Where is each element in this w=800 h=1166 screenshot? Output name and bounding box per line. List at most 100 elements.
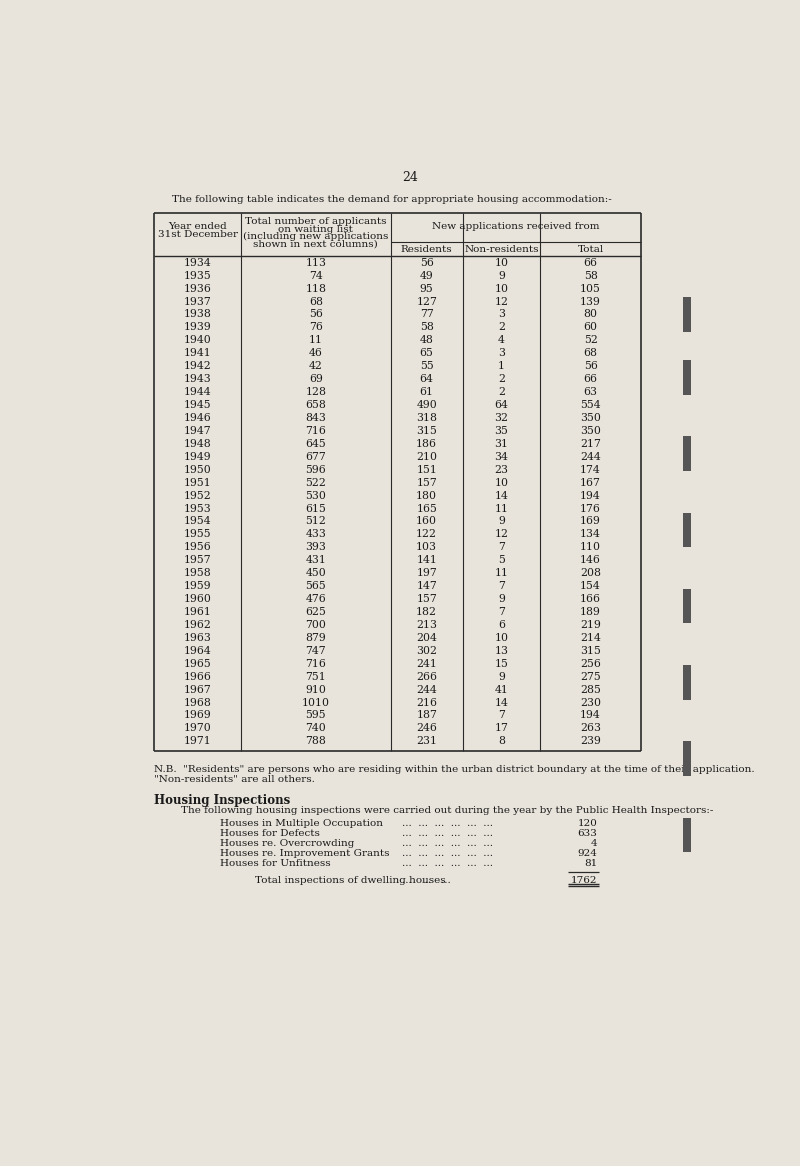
Text: 204: 204 — [416, 633, 437, 642]
Text: 49: 49 — [420, 271, 434, 281]
Text: 625: 625 — [306, 607, 326, 617]
Text: 151: 151 — [416, 465, 437, 475]
Text: 160: 160 — [416, 517, 437, 527]
Text: 11: 11 — [494, 568, 509, 578]
Text: 1947: 1947 — [184, 426, 211, 436]
Text: 14: 14 — [494, 491, 508, 500]
Text: 490: 490 — [416, 400, 437, 410]
Text: 645: 645 — [306, 438, 326, 449]
Text: 4: 4 — [498, 336, 505, 345]
Text: 1952: 1952 — [184, 491, 211, 500]
Text: 58: 58 — [584, 271, 598, 281]
Text: 8: 8 — [498, 737, 505, 746]
Text: ...  ...  ...  ...  ...  ...: ... ... ... ... ... ... — [402, 840, 494, 849]
Text: 60: 60 — [583, 323, 598, 332]
Text: 10: 10 — [494, 258, 509, 268]
Text: 217: 217 — [580, 438, 601, 449]
Text: 42: 42 — [309, 361, 322, 371]
Text: 522: 522 — [306, 478, 326, 487]
Text: 615: 615 — [306, 504, 326, 513]
Text: 596: 596 — [306, 465, 326, 475]
Text: 350: 350 — [580, 426, 601, 436]
Text: Year ended: Year ended — [168, 223, 227, 231]
Text: 113: 113 — [306, 258, 326, 268]
Text: 1945: 1945 — [184, 400, 211, 410]
Text: 11: 11 — [494, 504, 509, 513]
Text: 1970: 1970 — [184, 723, 211, 733]
Text: 1934: 1934 — [184, 258, 211, 268]
Text: 56: 56 — [420, 258, 434, 268]
Bar — [683, 817, 690, 852]
Text: 1951: 1951 — [184, 478, 211, 487]
Text: 194: 194 — [580, 491, 601, 500]
Text: 565: 565 — [306, 581, 326, 591]
Text: 23: 23 — [494, 465, 509, 475]
Text: on waiting list: on waiting list — [278, 225, 354, 233]
Text: 2: 2 — [498, 374, 505, 384]
Text: 11: 11 — [309, 336, 323, 345]
Text: 182: 182 — [416, 607, 437, 617]
Text: 6: 6 — [498, 620, 505, 630]
Text: 350: 350 — [580, 413, 601, 423]
Text: 633: 633 — [578, 829, 598, 838]
Text: ...   ...   ...: ... ... ... — [402, 876, 451, 885]
Text: (including new applications: (including new applications — [243, 232, 389, 241]
Text: 68: 68 — [583, 349, 598, 358]
Text: 147: 147 — [416, 581, 437, 591]
Text: 256: 256 — [580, 659, 601, 669]
Text: 12: 12 — [494, 296, 509, 307]
Text: 1010: 1010 — [302, 697, 330, 708]
Text: 180: 180 — [416, 491, 437, 500]
Text: 1949: 1949 — [184, 451, 211, 462]
Text: 431: 431 — [306, 555, 326, 566]
Text: 231: 231 — [416, 737, 437, 746]
Text: 788: 788 — [306, 737, 326, 746]
Text: 58: 58 — [420, 323, 434, 332]
Text: 174: 174 — [580, 465, 601, 475]
Text: 302: 302 — [416, 646, 437, 655]
Text: 167: 167 — [580, 478, 601, 487]
Text: 176: 176 — [580, 504, 601, 513]
Text: 244: 244 — [416, 684, 437, 695]
Text: 74: 74 — [309, 271, 322, 281]
Text: 208: 208 — [580, 568, 601, 578]
Text: 12: 12 — [494, 529, 509, 540]
Text: 10: 10 — [494, 283, 509, 294]
Text: 1942: 1942 — [184, 361, 211, 371]
Text: Total: Total — [578, 245, 604, 254]
Text: 677: 677 — [306, 451, 326, 462]
Text: 31: 31 — [494, 438, 509, 449]
Text: 275: 275 — [580, 672, 601, 682]
Bar — [683, 742, 690, 777]
Text: Residents: Residents — [401, 245, 453, 254]
Text: 141: 141 — [416, 555, 437, 566]
Bar — [683, 360, 690, 394]
Text: Housing Inspections: Housing Inspections — [154, 794, 290, 807]
Text: 56: 56 — [309, 309, 322, 319]
Text: 1953: 1953 — [184, 504, 211, 513]
Text: ...  ...  ...  ...  ...  ...: ... ... ... ... ... ... — [402, 829, 494, 838]
Text: 751: 751 — [306, 672, 326, 682]
Text: 7: 7 — [498, 710, 505, 721]
Text: 1960: 1960 — [184, 593, 211, 604]
Text: 48: 48 — [420, 336, 434, 345]
Text: 1939: 1939 — [184, 323, 211, 332]
Text: 80: 80 — [583, 309, 598, 319]
Text: 1966: 1966 — [184, 672, 211, 682]
Text: 747: 747 — [306, 646, 326, 655]
Text: 740: 740 — [306, 723, 326, 733]
Text: 120: 120 — [578, 820, 598, 828]
Text: 716: 716 — [306, 659, 326, 669]
Text: 64: 64 — [494, 400, 508, 410]
Text: 189: 189 — [580, 607, 601, 617]
Text: 1950: 1950 — [184, 465, 211, 475]
Text: 1946: 1946 — [184, 413, 211, 423]
Text: shown in next columns): shown in next columns) — [254, 240, 378, 250]
Text: 66: 66 — [583, 374, 598, 384]
Text: 194: 194 — [580, 710, 601, 721]
Text: 7: 7 — [498, 607, 505, 617]
Text: 139: 139 — [580, 296, 601, 307]
Text: 239: 239 — [580, 737, 601, 746]
Text: 146: 146 — [580, 555, 601, 566]
Text: 512: 512 — [306, 517, 326, 527]
